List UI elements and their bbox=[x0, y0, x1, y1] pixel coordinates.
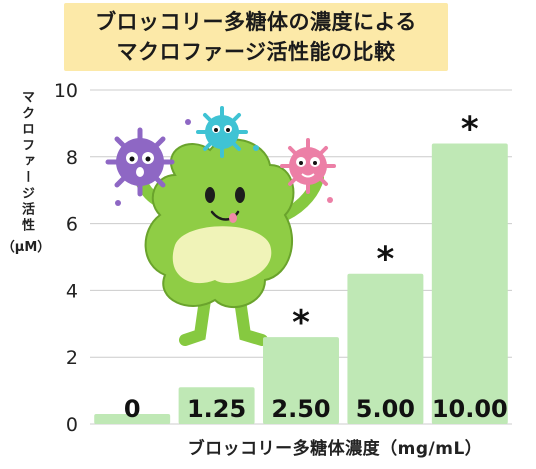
chart-title-line-2: マクロファージ活性能の比較 bbox=[116, 40, 396, 64]
y-axis-label-text: マクロファージ活性 bbox=[19, 90, 34, 234]
category-label: 0 bbox=[124, 395, 141, 423]
x-axis-label: ブロッコリー多糖体濃度（mg/mL） bbox=[187, 439, 483, 459]
chart-title-box: ブロッコリー多糖体の濃度による マクロファージ活性能の比較 bbox=[64, 3, 448, 71]
y-tick-label: 6 bbox=[66, 214, 78, 236]
y-tick-label: 8 bbox=[66, 147, 78, 169]
y-tick-labels: 0 2 4 6 8 10 bbox=[54, 80, 78, 436]
category-label: 2.50 bbox=[271, 395, 330, 423]
bars: 0 1.25 2.50 * 5.00 * 10.00 * bbox=[94, 109, 508, 424]
y-tick-label: 2 bbox=[66, 347, 78, 369]
significance-marker: * bbox=[292, 303, 310, 343]
immune-cell-illustration bbox=[105, 106, 336, 346]
y-tick-label: 4 bbox=[66, 280, 78, 302]
y-axis-unit: （μM） bbox=[1, 240, 51, 255]
bar bbox=[431, 143, 508, 424]
bar bbox=[263, 337, 339, 424]
bar bbox=[94, 413, 171, 424]
y-tick-label: 10 bbox=[54, 80, 78, 102]
teal-germ-icon bbox=[196, 106, 248, 158]
y-axis-label: マクロファージ活性 （μM） bbox=[2, 90, 51, 255]
category-label: 1.25 bbox=[187, 395, 246, 423]
significance-marker: * bbox=[377, 240, 395, 280]
category-label: 5.00 bbox=[356, 395, 415, 423]
category-label: 10.00 bbox=[432, 395, 508, 423]
bar bbox=[178, 387, 255, 424]
purple-germ-icon bbox=[105, 127, 175, 197]
bar bbox=[347, 273, 424, 424]
chart-title-line-1: ブロッコリー多糖体の濃度による bbox=[95, 10, 417, 34]
significance-marker: * bbox=[461, 109, 479, 149]
pink-germ-icon bbox=[280, 138, 336, 194]
y-tick-label: 0 bbox=[66, 414, 78, 436]
